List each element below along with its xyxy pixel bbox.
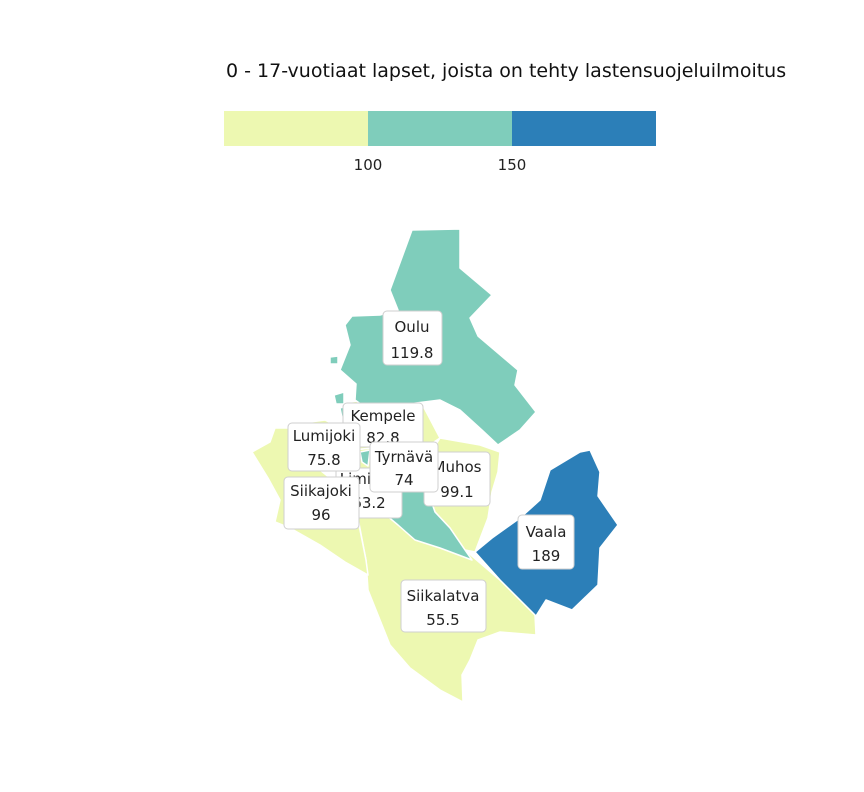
label-muhos-name: Muhos bbox=[433, 458, 482, 476]
label-tyrnava-name: Tyrnävä bbox=[374, 448, 433, 466]
legend-bin-low bbox=[224, 111, 368, 146]
label-oulu-name: Oulu bbox=[395, 318, 430, 336]
label-muhos: Muhos 99.1 bbox=[423, 451, 491, 507]
label-kempele-name: Kempele bbox=[350, 407, 415, 425]
legend: 0 - 17-vuotiaat lapset, joista on tehty … bbox=[224, 60, 786, 174]
label-lumijoki-value: 75.8 bbox=[307, 451, 340, 469]
legend-bin-high bbox=[512, 111, 656, 146]
label-tyrnava-value: 74 bbox=[394, 471, 413, 489]
label-siikalatva: Siikalatva 55.5 bbox=[400, 579, 487, 633]
label-lumijoki: Lumijoki 75.8 bbox=[287, 422, 361, 472]
region-oulu-island-1 bbox=[329, 355, 339, 365]
label-siikajoki: Siikajoki 96 bbox=[283, 476, 360, 530]
legend-tick-100: 100 bbox=[354, 156, 383, 174]
legend-bin-mid bbox=[368, 111, 512, 146]
label-muhos-value: 99.1 bbox=[440, 483, 473, 501]
region-tyrnava-edge bbox=[359, 449, 371, 467]
label-vaala-value: 189 bbox=[532, 547, 561, 565]
map-labels: Oulu 119.8 Liminka 63.2 Kempele 82.8 Lum… bbox=[283, 310, 575, 633]
region-oulu-island-2 bbox=[333, 391, 345, 405]
label-siikajoki-value: 96 bbox=[311, 506, 330, 524]
legend-tick-150: 150 bbox=[498, 156, 527, 174]
label-oulu: Oulu 119.8 bbox=[382, 310, 443, 366]
label-vaala: Vaala 189 bbox=[517, 514, 575, 570]
label-oulu-value: 119.8 bbox=[391, 344, 434, 362]
label-tyrnava: Tyrnävä 74 bbox=[369, 441, 439, 493]
label-liminka-value: 63.2 bbox=[352, 494, 385, 512]
label-lumijoki-name: Lumijoki bbox=[293, 427, 356, 445]
label-siikalatva-name: Siikalatva bbox=[407, 587, 480, 605]
legend-title: 0 - 17-vuotiaat lapset, joista on tehty … bbox=[226, 60, 786, 82]
label-siikalatva-value: 55.5 bbox=[426, 611, 459, 629]
label-siikajoki-name: Siikajoki bbox=[290, 482, 352, 500]
label-vaala-name: Vaala bbox=[526, 523, 567, 541]
